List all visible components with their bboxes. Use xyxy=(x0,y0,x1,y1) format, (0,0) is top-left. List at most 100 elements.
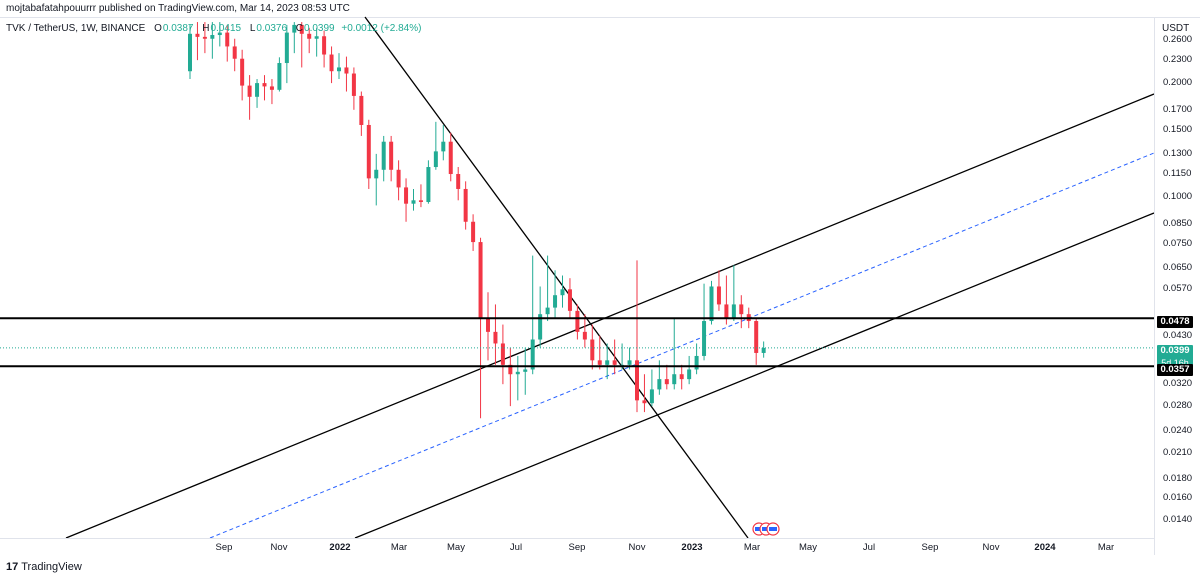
candle xyxy=(664,364,669,390)
candle-body xyxy=(284,32,289,64)
candle-body xyxy=(582,331,587,340)
candle xyxy=(396,160,401,201)
symbol-legend: TVK / TetherUS, 1W, BINANCE O0.0387 H0.0… xyxy=(6,23,421,34)
candle-body xyxy=(672,374,677,385)
candle xyxy=(731,265,736,322)
candle xyxy=(538,286,543,348)
time-tick-label: Nov xyxy=(982,542,1000,553)
candle xyxy=(754,317,759,365)
price-tick-label: 0.0320 xyxy=(1163,378,1193,390)
candle xyxy=(553,270,558,318)
close-value: 0.0399 xyxy=(304,23,335,34)
candle-body xyxy=(679,374,684,380)
candle xyxy=(232,38,237,72)
candle-body xyxy=(523,369,528,372)
candle-body xyxy=(545,307,550,315)
candle xyxy=(269,79,274,105)
candle xyxy=(262,75,267,101)
candle-body xyxy=(612,360,617,365)
candle-body xyxy=(553,295,558,308)
price-tick-label: 0.0650 xyxy=(1163,261,1193,273)
candle-body xyxy=(314,36,319,39)
low-value: 0.0376 xyxy=(256,23,288,34)
candle-body xyxy=(366,124,371,179)
candle xyxy=(471,214,476,251)
candle-body xyxy=(635,360,639,401)
candle xyxy=(500,324,505,385)
price-tick-label: 0.1150 xyxy=(1163,168,1192,180)
close-label: C xyxy=(295,23,304,34)
candle-body xyxy=(433,151,438,168)
price-tick-label: 0.2300 xyxy=(1163,54,1193,66)
time-tick-label: Sep xyxy=(215,542,233,553)
candle-body xyxy=(478,242,483,318)
candle-body xyxy=(232,46,237,59)
change-value: +0.0012 (+2.84%) xyxy=(341,23,422,34)
price-tick-label: 0.0160 xyxy=(1163,492,1193,504)
candle-body xyxy=(329,54,334,72)
price-tick-label: 0.1500 xyxy=(1163,124,1193,136)
candle xyxy=(240,49,245,101)
open-value: 0.0387 xyxy=(162,23,194,34)
candle xyxy=(456,167,461,201)
candle xyxy=(649,369,654,407)
candle xyxy=(344,56,349,92)
candle-body xyxy=(292,24,297,33)
time-tick-label: May xyxy=(447,542,465,553)
candle xyxy=(694,343,699,375)
price-tick-label: 0.0180 xyxy=(1163,472,1193,484)
candle-body xyxy=(664,379,669,385)
time-tick-label: May xyxy=(799,542,817,553)
candle xyxy=(575,304,580,340)
price-tick-label: 0.0750 xyxy=(1163,238,1193,250)
candle-body xyxy=(754,321,759,353)
chart-frame[interactable] xyxy=(0,17,1200,556)
time-axis[interactable] xyxy=(0,538,1154,556)
candle xyxy=(188,24,192,80)
candle xyxy=(635,260,639,413)
candle-body xyxy=(262,83,267,87)
publisher-text: mojtabafatahpouurrr published on Trading… xyxy=(6,3,350,14)
currency-unit: USDT xyxy=(1162,23,1190,34)
candle xyxy=(672,317,677,390)
time-tick-label: 2022 xyxy=(329,542,351,553)
candle xyxy=(277,57,282,92)
high-value: 0.0415 xyxy=(210,23,242,34)
event-flag-icon xyxy=(766,522,780,536)
candle xyxy=(463,181,468,230)
open-label: O xyxy=(154,23,162,34)
price-axis[interactable] xyxy=(1154,17,1200,555)
candles-layer xyxy=(188,22,766,419)
candle-body xyxy=(567,289,572,311)
candle-body xyxy=(716,286,721,305)
support-price-tag: 0.0357 xyxy=(1157,364,1193,376)
candle-body xyxy=(240,58,245,86)
time-tick-label: Nov xyxy=(628,542,646,553)
candle-body xyxy=(590,339,595,361)
channel-upper-line xyxy=(65,93,1155,539)
candle xyxy=(761,341,766,358)
price-tick-label: 0.0210 xyxy=(1163,447,1193,459)
candle xyxy=(486,292,490,361)
candle xyxy=(307,27,312,54)
candle-body xyxy=(702,321,707,356)
time-tick-label: Mar xyxy=(390,542,408,553)
low-label: L xyxy=(249,23,256,34)
candle xyxy=(523,347,528,395)
footer: 17 TradingView xyxy=(0,556,1200,579)
candle xyxy=(567,278,572,318)
time-tick-label: 2023 xyxy=(681,542,703,553)
tradingview-logo-icon: 17 xyxy=(6,561,19,573)
candle xyxy=(612,339,617,375)
price-tick-label: 0.2000 xyxy=(1163,77,1193,89)
channel-lower-line xyxy=(354,212,1155,539)
tradingview-logo[interactable]: 17 TradingView xyxy=(6,561,82,573)
candle-body xyxy=(441,141,446,152)
candle xyxy=(724,275,729,325)
candle xyxy=(545,255,550,322)
candle-body xyxy=(694,355,699,370)
tradingview-brand: TradingView xyxy=(21,561,82,573)
candle xyxy=(739,295,744,329)
candle-body xyxy=(575,310,580,332)
